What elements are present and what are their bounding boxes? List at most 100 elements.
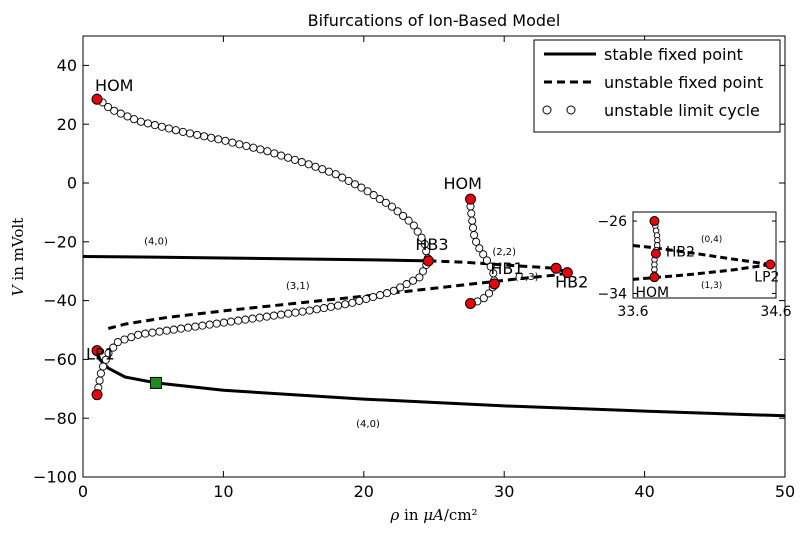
limit-cycle-point (284, 153, 293, 162)
plot-area (83, 93, 785, 418)
limit-cycle-point (228, 138, 237, 147)
limit-cycle-point (185, 129, 195, 138)
limit-cycle-point (417, 233, 426, 242)
limit-cycle-point (212, 319, 221, 328)
limit-cycle-point (348, 298, 357, 307)
limit-cycle-point (249, 143, 258, 152)
limit-cycle-point (415, 273, 424, 282)
bifurcation-label: HB3 (415, 235, 448, 254)
limit-cycle-point (269, 311, 278, 320)
limit-cycle-point (241, 315, 250, 324)
limit-cycle-point (205, 320, 214, 329)
limit-cycle-point (470, 230, 479, 240)
x-tick-label: 33.6 (617, 304, 648, 320)
y-tick-label: −20 (43, 232, 77, 251)
x-tick-label: 0 (78, 482, 88, 501)
x-axis-label: ρ in μA/cm² (389, 506, 477, 524)
branch-label: (0,4) (701, 235, 722, 245)
bifurcation-label: HB1 (490, 259, 523, 278)
limit-cycle-point (396, 283, 405, 292)
plot-frame (82, 35, 786, 478)
limit-cycle-point (291, 308, 300, 317)
bifurcation-label: LP1 (86, 345, 115, 364)
y-tick-label: 40 (57, 56, 77, 75)
limit-cycle-point (141, 329, 150, 338)
limit-cycle-point (468, 216, 477, 225)
limit-cycle-point (290, 155, 299, 164)
limit-cycle-point (331, 170, 340, 179)
limit-cycle-point (355, 296, 364, 305)
limit-cycle-point (162, 326, 171, 335)
y-tick-label: −26 (597, 214, 627, 230)
plot-frame (632, 211, 777, 299)
limit-cycle-point (467, 209, 476, 218)
y-tick-label: −60 (43, 350, 77, 369)
bifurcation-label: HOM (95, 76, 133, 95)
limit-cycle-point (297, 158, 306, 167)
limit-cycle-point (387, 202, 397, 211)
limit-cycle-point (482, 256, 492, 265)
limit-cycle-point (120, 335, 129, 344)
legend-entry: stable fixed point (604, 45, 743, 64)
limit-cycle-point (110, 106, 119, 115)
limit-cycle-point (193, 130, 202, 139)
limit-cycle-point (305, 306, 314, 315)
limit-cycle-point (413, 227, 422, 236)
limit-cycle-point (96, 369, 105, 378)
limit-cycle-point (341, 300, 350, 309)
x-tick-label: 50 (775, 482, 795, 501)
bifurcation-point (91, 93, 103, 105)
limit-cycle-point (148, 328, 157, 337)
limit-cycle-point (404, 216, 413, 225)
limit-cycle-point (382, 289, 392, 298)
branch-label: (1,3) (701, 281, 722, 291)
bifurcation-point (561, 267, 573, 279)
stable-fixed-point-branch (83, 255, 429, 263)
limit-cycle-point (402, 280, 411, 289)
limit-cycle-point (393, 207, 402, 216)
bifurcation-point (649, 216, 660, 227)
legend-entry: unstable fixed point (604, 73, 763, 92)
limit-cycle-point (399, 211, 408, 220)
limit-cycle-point (95, 376, 104, 385)
x-tick-label: 34.6 (760, 304, 791, 320)
marker-square (150, 376, 163, 389)
inset-plot: (0,4) (1,3) 33.6 34.6 −26 −34 HB2 LP2 HOM (597, 211, 792, 320)
limit-cycle-point (284, 309, 293, 318)
x-tick-label: 40 (634, 482, 654, 501)
limit-cycle-point (408, 276, 418, 285)
unstable-fixed-point-branch (107, 271, 568, 330)
y-axis-label: V in mVolt (9, 218, 27, 296)
limit-cycle-point (207, 133, 216, 142)
limit-cycle-point (242, 141, 251, 151)
limit-cycle-point (324, 167, 334, 176)
limit-cycle-point (312, 305, 321, 314)
branch-label: (2,2) (492, 247, 516, 258)
limit-cycle-point (171, 126, 180, 135)
limit-cycle-point (136, 117, 145, 126)
x-tick-label: 30 (494, 482, 514, 501)
inset-bifurcation-label: HB2 (666, 245, 695, 261)
limit-cycle-point (155, 327, 164, 336)
limit-cycle-point (304, 160, 313, 169)
limit-cycle-point (256, 145, 265, 154)
limit-cycle-point (164, 124, 173, 133)
limit-cycle-point (143, 119, 152, 128)
limit-cycle-point (326, 302, 336, 311)
limit-cycle-point (369, 191, 378, 200)
limit-cycle-point (418, 267, 428, 276)
limit-cycle-point (127, 333, 136, 342)
bifurcation-point (550, 262, 562, 274)
x-tick-label: 20 (354, 482, 374, 501)
y-tick-label: 0 (67, 174, 77, 193)
bifurcation-point (422, 255, 434, 267)
limit-cycle-point (389, 286, 398, 295)
limit-cycle-point (150, 121, 159, 130)
y-tick-label: −100 (33, 468, 77, 487)
legend-entry: unstable limit cycle (604, 101, 760, 120)
bifurcation-label: HOM (444, 174, 482, 193)
limit-cycle-point (334, 301, 343, 310)
limit-cycle-point (484, 289, 494, 298)
inset-bifurcation-label: LP2 (754, 270, 779, 286)
limit-cycle-point (221, 136, 230, 145)
